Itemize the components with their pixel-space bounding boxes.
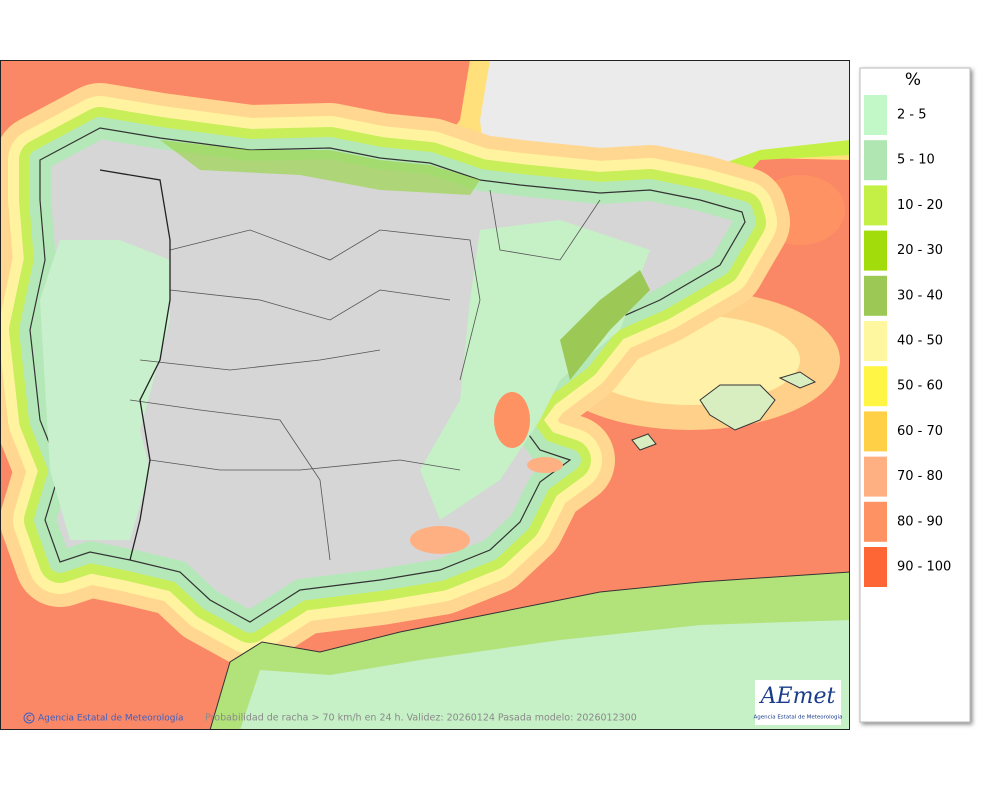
- legend-swatch: [864, 456, 887, 497]
- map: [0, 60, 850, 730]
- africa: [240, 620, 850, 730]
- legend-swatch: [864, 501, 887, 542]
- legend-title: %: [905, 70, 921, 90]
- legend-label: 50 - 60: [897, 379, 943, 394]
- copyright-icon: [23, 712, 35, 724]
- legend-label: 10 - 20: [897, 198, 943, 213]
- copyright-icon: [26, 715, 32, 721]
- legend-label: 80 - 90: [897, 514, 943, 529]
- legend-label: 40 - 50: [897, 334, 943, 349]
- credit: Agencia Estatal de Meteorología: [38, 714, 184, 724]
- legend-swatch: [864, 366, 887, 407]
- ridge: [560, 270, 650, 380]
- logo-subtitle: Agencia Estatal de Meteorología: [754, 714, 843, 721]
- hotspot: [410, 526, 470, 554]
- legend-label: 60 - 70: [897, 424, 943, 439]
- legend-swatch: [864, 321, 887, 361]
- hotspot: [494, 392, 530, 448]
- legend-label: 5 - 10: [897, 153, 935, 168]
- legend-swatch: [864, 95, 887, 135]
- legend-items: 2 - 5 5 - 10 10 - 20 20 - 30 30 - 40 40 - 50 5…: [864, 95, 951, 587]
- legend-swatch: [864, 411, 887, 452]
- ridge: [160, 140, 480, 195]
- hotspot: [527, 457, 563, 473]
- africa-coastline: [209, 571, 850, 730]
- legend-label: 30 - 40: [897, 288, 943, 303]
- legend-swatch: [864, 230, 887, 271]
- legend-swatch: [864, 547, 887, 587]
- low-probability: [420, 220, 650, 520]
- caption: Probabilidad de racha > 70 km/h en 24 h.…: [205, 713, 637, 724]
- logo-box: [755, 680, 841, 725]
- island: [778, 371, 817, 389]
- logo-name: AEmet: [759, 684, 836, 709]
- legend-label: 90 - 100: [897, 560, 951, 575]
- legend-label: 2 - 5: [897, 108, 927, 123]
- low-probability: [40, 240, 170, 540]
- map-frame: [0, 60, 850, 730]
- legend-swatch: [864, 185, 887, 226]
- country-borders: [99, 169, 171, 561]
- region-borders: [129, 189, 601, 561]
- island: [631, 433, 657, 451]
- legend-label: 70 - 80: [897, 469, 943, 484]
- legend-swatch: [864, 140, 887, 181]
- legend-label: 20 - 30: [897, 243, 943, 258]
- legend-swatch: [864, 275, 887, 316]
